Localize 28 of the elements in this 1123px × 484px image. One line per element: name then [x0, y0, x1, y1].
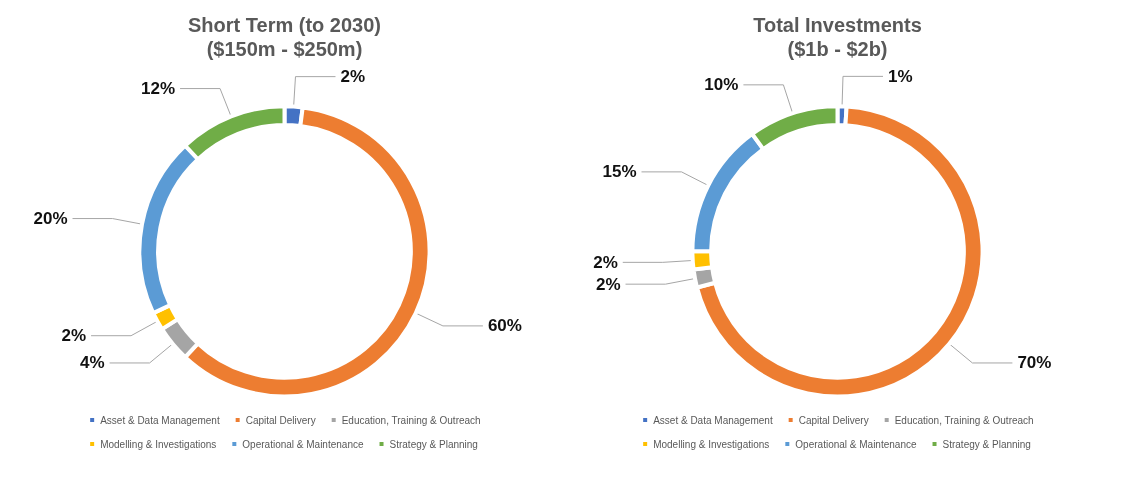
legend-label: Capital Delivery	[245, 414, 316, 426]
data-label: 60%	[487, 316, 522, 336]
legend-label: Education, Training & Outreach	[341, 414, 481, 426]
data-label: 2%	[61, 326, 87, 346]
data-label: 70%	[1017, 353, 1052, 373]
data-label: 2%	[340, 67, 366, 87]
legend-label: Strategy & Planning	[942, 438, 1031, 450]
legend-label: Operational & Maintenance	[795, 438, 917, 450]
legend-label: Modelling & Investigations	[653, 438, 770, 450]
legend-label: Capital Delivery	[798, 414, 869, 426]
chart-subtitle: ($150m - $250m)	[206, 38, 363, 60]
chart-title: Short Term (to 2030)	[188, 14, 381, 36]
legend-label: Education, Training & Outreach	[894, 414, 1034, 426]
data-label: 20%	[33, 209, 68, 229]
data-label: 2%	[593, 252, 618, 272]
data-label: 1%	[888, 66, 913, 86]
data-label: 12%	[141, 79, 176, 99]
data-label: 2%	[595, 274, 621, 294]
legend-label: Strategy & Planning	[389, 438, 478, 450]
data-label: 4%	[80, 353, 105, 373]
data-label: 15%	[602, 162, 637, 182]
chart-subtitle: ($1b - $2b)	[787, 38, 888, 60]
chart-title: Total Investments	[753, 14, 922, 36]
legend-label: Operational & Maintenance	[242, 438, 364, 450]
legend-label: Asset & Data Management	[100, 414, 220, 426]
data-label: 10%	[704, 75, 739, 95]
legend-label: Asset & Data Management	[653, 414, 773, 426]
legend-label: Modelling & Investigations	[100, 438, 217, 450]
